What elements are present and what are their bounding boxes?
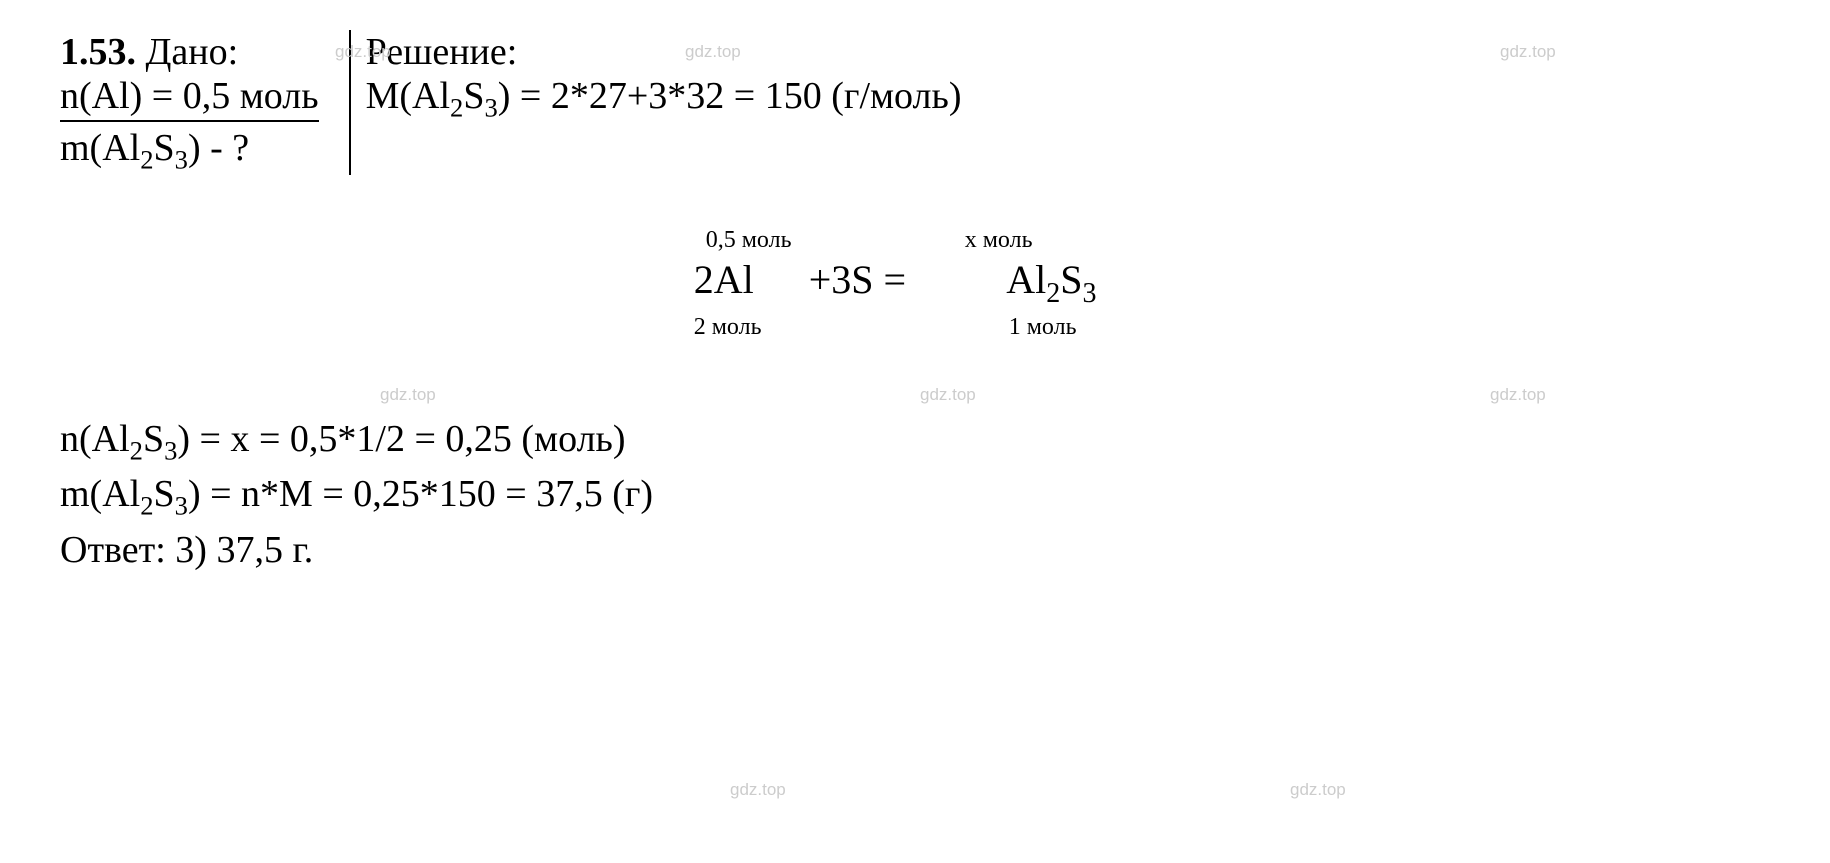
reactant-s: 3S = [831, 254, 1006, 306]
calc-line-1: n(Al2S3) = х = 0,5*1/2 = 0,25 (моль) [60, 414, 1770, 469]
given-section: 1.53. Дано: n(Al) = 0,5 моль m(Al2S3) - … [60, 30, 349, 176]
product-als: Al2S3 [1006, 254, 1136, 312]
calc1-prefix: n(Al [60, 418, 130, 460]
annotation-al-top: 0,5 моль [694, 226, 830, 255]
subscript: 2 [130, 435, 143, 465]
problem-number: 1.53. [60, 31, 136, 73]
subscript: 3 [175, 145, 188, 175]
annotation-als-top: х моль [830, 226, 1033, 255]
find-mid: S [154, 127, 175, 169]
calc1-end: ) = х = 0,5*1/2 = 0,25 (моль) [177, 418, 625, 460]
watermark: gdz.top [380, 385, 436, 405]
equation-wrapper: 0,5 моль х моль 2Al + 3S = Al2S3 2 моль … [694, 226, 1137, 342]
watermark: gdz.top [1290, 780, 1346, 800]
problem-header: 1.53. Дано: n(Al) = 0,5 моль m(Al2S3) - … [60, 30, 1770, 176]
calc1-mid: S [143, 418, 164, 460]
calc2-prefix: m(Al [60, 473, 140, 515]
annotation-als-bottom: 1 моль [836, 313, 1077, 342]
bottom-annotations: 2 моль 1 моль [694, 313, 1137, 342]
given-quantity: n(Al) = 0,5 моль [60, 74, 319, 122]
subscript: 2 [450, 93, 463, 123]
molar-mid: S [463, 75, 484, 117]
find-quantity: m(Al2S3) - ? [60, 126, 319, 176]
watermark: gdz.top [920, 385, 976, 405]
calc-line-2: m(Al2S3) = n*M = 0,25*150 = 37,5 (г) [60, 469, 1770, 524]
subscript: 3 [164, 435, 177, 465]
given-label: Дано: [146, 31, 239, 73]
subscript: 3 [1083, 278, 1097, 309]
subscript: 2 [140, 491, 153, 521]
subscript: 2 [1046, 278, 1060, 309]
calculations-section: n(Al2S3) = х = 0,5*1/2 = 0,25 (моль) m(A… [60, 414, 1770, 576]
annotation-al-bottom: 2 моль [694, 313, 836, 342]
molar-prefix: M(Al [366, 75, 450, 117]
subscript: 3 [484, 93, 497, 123]
subscript: 2 [140, 145, 153, 175]
coef-s: 3S [831, 257, 873, 302]
solution-section: Решение: M(Al2S3) = 2*27+3*32 = 150 (г/м… [351, 30, 962, 124]
watermark: gdz.top [1490, 385, 1546, 405]
top-annotations: 0,5 моль х моль [694, 226, 1137, 255]
subscript: 3 [175, 491, 188, 521]
given-first-line: 1.53. Дано: [60, 30, 319, 74]
reactant-al: 2Al [694, 254, 809, 306]
find-prefix: m(Al [60, 127, 140, 169]
equation-section: 0,5 моль х моль 2Al + 3S = Al2S3 2 моль … [60, 226, 1770, 344]
calc2-mid: S [154, 473, 175, 515]
answer-line: Ответ: 3) 37,5 г. [60, 525, 1770, 576]
plus-sign: + [809, 254, 832, 306]
watermark: gdz.top [730, 780, 786, 800]
molar-end: ) = 2*27+3*32 = 150 (г/моль) [498, 75, 962, 117]
product-mid: S [1060, 257, 1082, 302]
calc2-end: ) = n*M = 0,25*150 = 37,5 (г) [188, 473, 653, 515]
solution-label: Решение: [366, 30, 962, 74]
product-prefix: Al [1006, 257, 1046, 302]
equals-sign: = [874, 257, 907, 302]
chemical-equation: 2Al + 3S = Al2S3 [694, 254, 1137, 312]
find-end: ) - ? [188, 127, 249, 169]
molar-mass-line: M(Al2S3) = 2*27+3*32 = 150 (г/моль) [366, 74, 962, 124]
